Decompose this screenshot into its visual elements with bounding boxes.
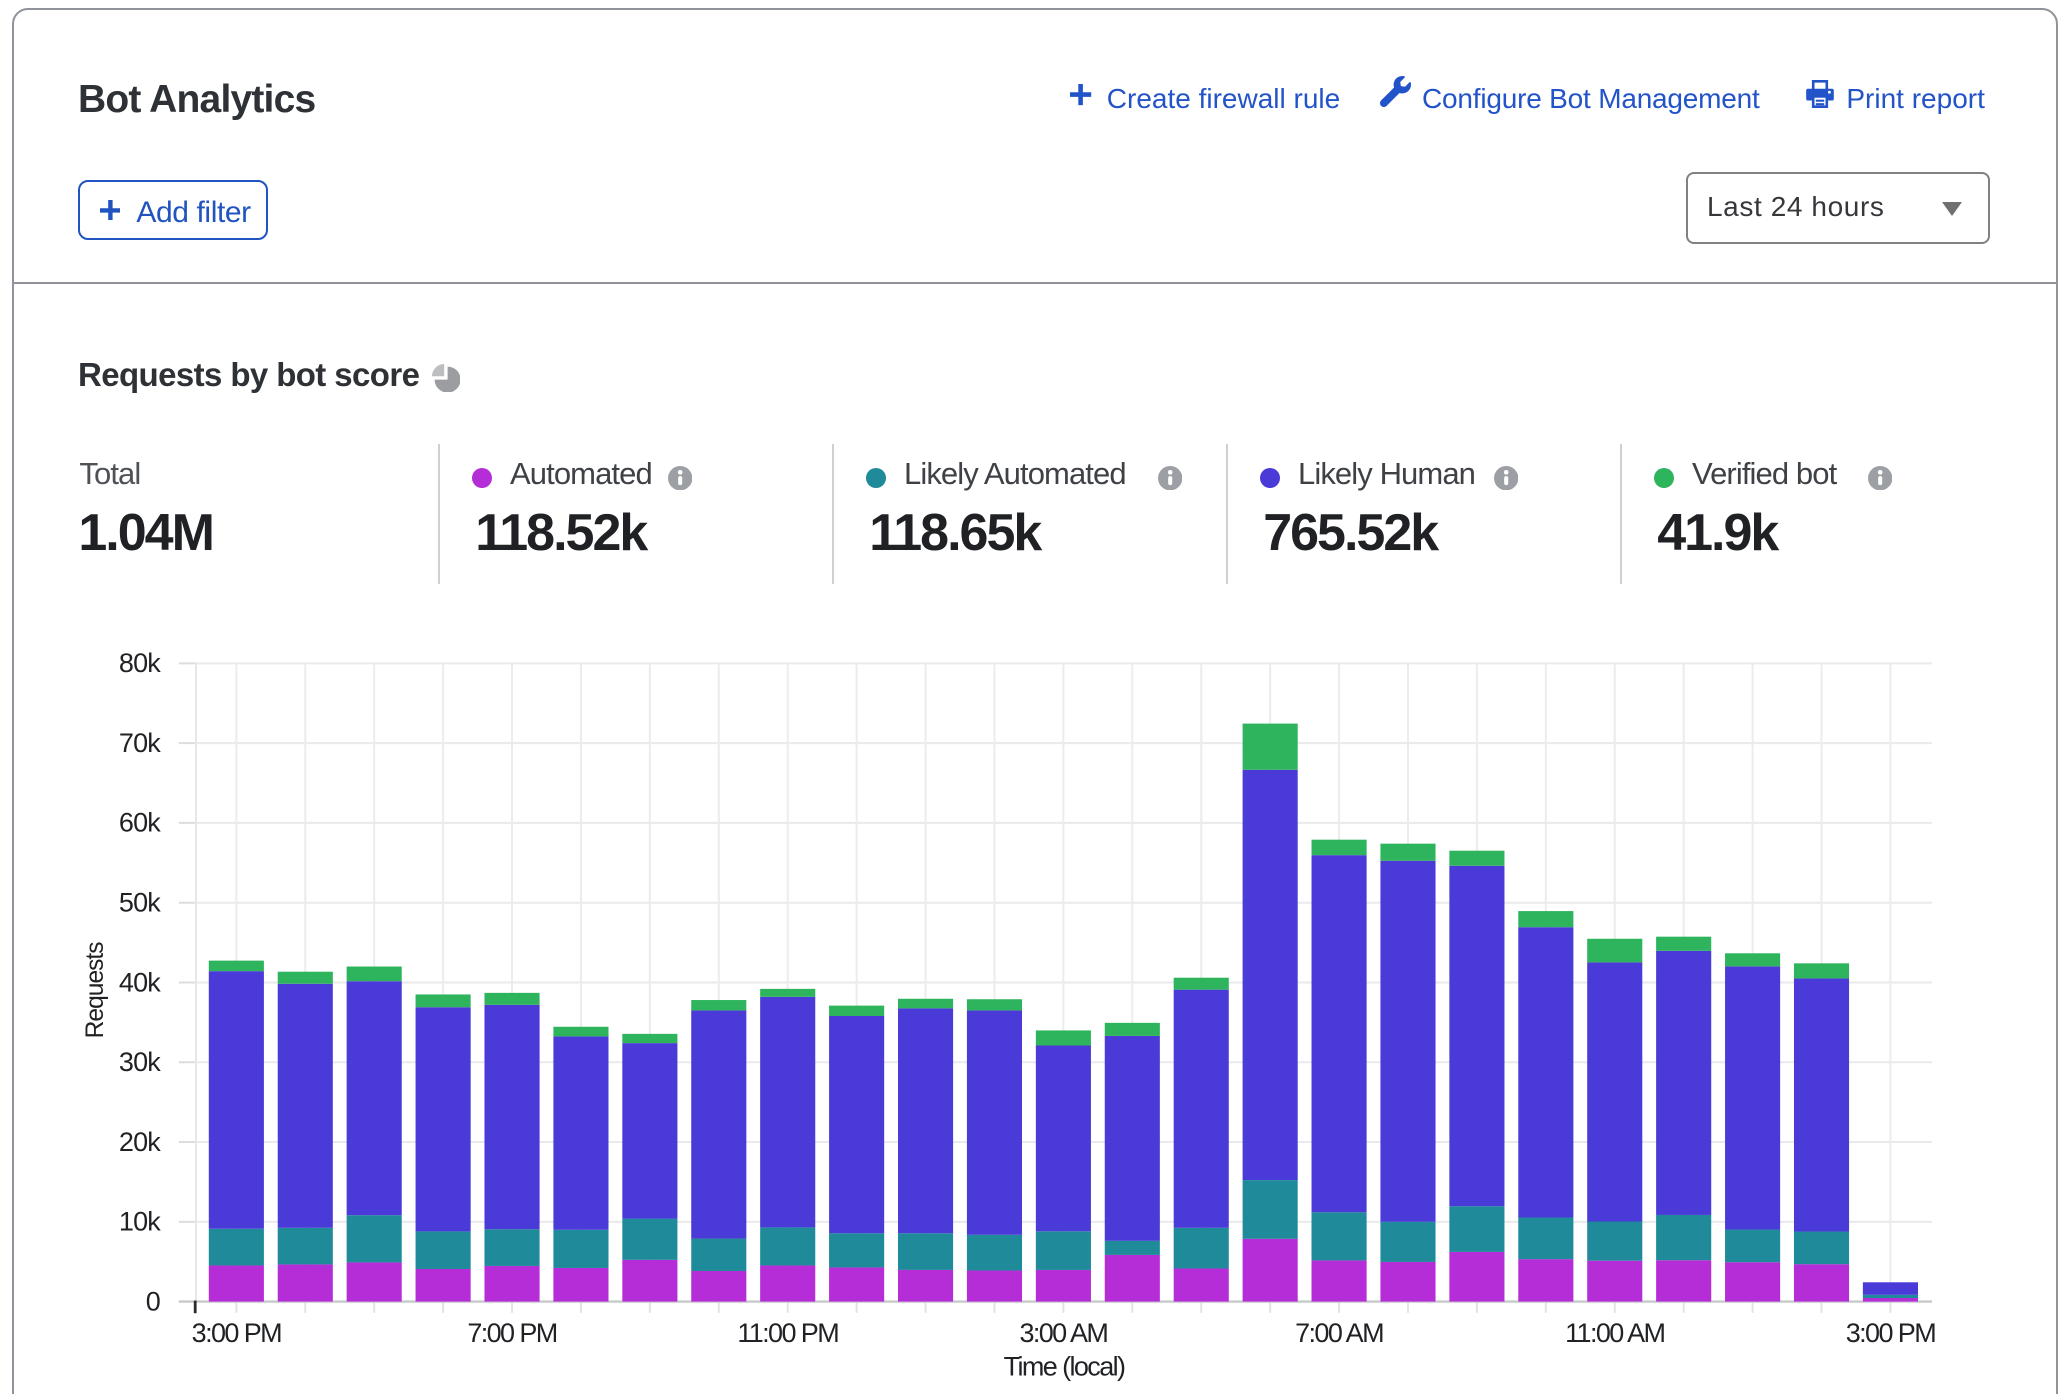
svg-text:40k: 40k: [119, 967, 161, 997]
svg-text:Time (local): Time (local): [1004, 1351, 1125, 1381]
svg-text:3:00 AM: 3:00 AM: [1019, 1318, 1107, 1348]
svg-text:20k: 20k: [119, 1127, 161, 1157]
svg-text:7:00 AM: 7:00 AM: [1295, 1318, 1383, 1348]
svg-text:70k: 70k: [119, 728, 161, 758]
svg-text:10k: 10k: [119, 1207, 161, 1237]
svg-text:7:00 PM: 7:00 PM: [467, 1318, 556, 1348]
svg-text:Requests: Requests: [82, 942, 109, 1039]
svg-text:11:00 AM: 11:00 AM: [1565, 1318, 1664, 1348]
svg-text:3:00 PM: 3:00 PM: [1846, 1318, 1935, 1348]
svg-text:11:00 PM: 11:00 PM: [737, 1318, 838, 1348]
svg-text:3:00 PM: 3:00 PM: [192, 1318, 281, 1348]
svg-text:60k: 60k: [119, 808, 161, 838]
svg-text:0: 0: [146, 1286, 160, 1316]
svg-text:80k: 80k: [119, 648, 161, 678]
svg-text:30k: 30k: [119, 1047, 161, 1077]
svg-text:50k: 50k: [119, 888, 161, 918]
